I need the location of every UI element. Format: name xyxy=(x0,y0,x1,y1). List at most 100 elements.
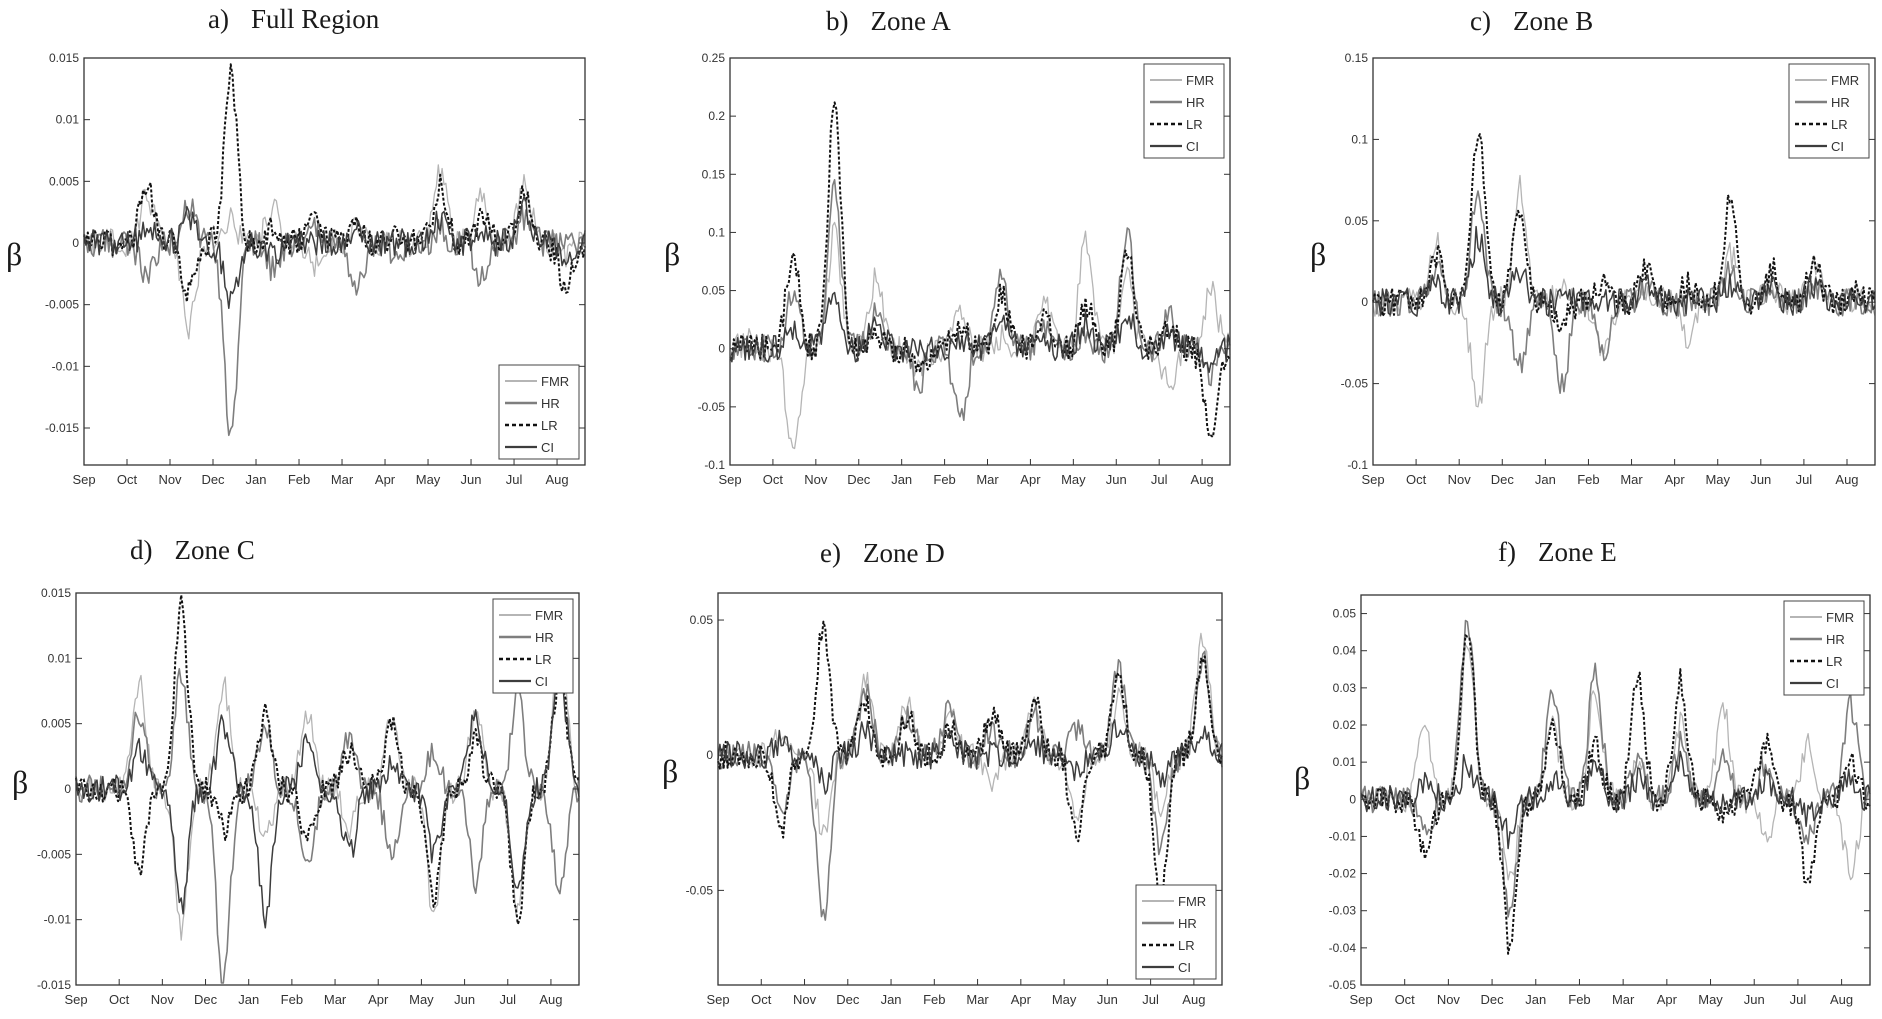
y-tick-label: 0.15 xyxy=(1345,51,1369,65)
panel-label: a) xyxy=(208,4,229,34)
panel-label: e) xyxy=(820,538,841,568)
y-tick-label: 0.005 xyxy=(49,174,79,188)
y-tick-label: -0.1 xyxy=(1347,458,1368,472)
legend-label-lr: LR xyxy=(1826,654,1843,669)
panel-title-text: Zone D xyxy=(862,538,945,568)
x-tick-label: Feb xyxy=(933,472,955,487)
series-line-lr xyxy=(83,63,586,303)
series-line-hr xyxy=(1372,190,1876,394)
legend-label-lr: LR xyxy=(535,652,552,667)
legend-label-fmr: FMR xyxy=(1831,73,1859,88)
x-tick-label: Sep xyxy=(718,472,741,487)
x-tick-label: May xyxy=(409,992,434,1007)
x-tick-label: Apr xyxy=(1657,992,1678,1007)
x-tick-label: Oct xyxy=(1406,472,1427,487)
x-tick-label: Aug xyxy=(1191,472,1214,487)
series-group xyxy=(717,620,1223,921)
y-tick-label: 0.005 xyxy=(41,717,71,731)
legend: FMR HR LR CI xyxy=(1788,63,1870,159)
y-tick-label: -0.01 xyxy=(44,913,72,927)
x-tick-label: Jan xyxy=(246,472,267,487)
panel-title-text: Zone A xyxy=(870,6,951,36)
y-tick-label: -0.005 xyxy=(37,847,71,861)
x-tick-label: Nov xyxy=(151,992,175,1007)
panel-label: d) xyxy=(130,535,153,565)
y-tick-label: 0 xyxy=(72,236,79,250)
chart-d: -0.015 -0.01 -0.005 0 0.005 0.01 0.015 Sep Oct No… xyxy=(37,586,580,1007)
y-tick-label: 0.015 xyxy=(49,51,79,65)
y-tick-label: -0.05 xyxy=(698,400,726,414)
panel-title: b) Zone A xyxy=(826,6,951,37)
y-tick-label: -0.015 xyxy=(37,978,71,992)
y-axis-label: β xyxy=(6,236,23,272)
chart-c: -0.1 -0.05 0 0.05 0.1 0.15 Sep Oct Nov Dec Jan Feb M… xyxy=(1341,51,1876,487)
legend-label-fmr: FMR xyxy=(541,374,569,389)
x-tick-label: Feb xyxy=(281,992,303,1007)
panel-title: a) Full Region xyxy=(208,4,379,35)
y-tick-label: 0.25 xyxy=(702,51,726,65)
legend-label-ci: CI xyxy=(1186,139,1199,154)
plot-frame xyxy=(729,57,1231,466)
chart-b: -0.1 -0.05 0 0.05 0.1 0.15 0.2 0.25 Sep Oct Nov Dec… xyxy=(698,51,1231,487)
y-axis-label: β xyxy=(662,753,679,789)
panel-title: d) Zone C xyxy=(130,535,255,566)
panel-title-text: Full Region xyxy=(250,4,380,34)
y-tick-label: 0.1 xyxy=(708,225,725,239)
x-tick-label: Aug xyxy=(539,992,562,1007)
x-tick-label: Mar xyxy=(1612,992,1635,1007)
y-axis-label: β xyxy=(664,236,681,272)
legend-label-hr: HR xyxy=(541,396,560,411)
legend-label-ci: CI xyxy=(1831,139,1844,154)
panel-label: f) xyxy=(1498,537,1516,567)
x-tick-label: Jul xyxy=(506,472,523,487)
legend-label-lr: LR xyxy=(541,418,558,433)
series-line-hr xyxy=(729,179,1231,421)
legend-label-hr: HR xyxy=(1178,916,1197,931)
x-tick-label: Aug xyxy=(1830,992,1853,1007)
legend-label-hr: HR xyxy=(1831,95,1850,110)
x-tick-label: Oct xyxy=(1395,992,1416,1007)
x-tick-label: May xyxy=(1698,992,1723,1007)
y-axis-label: β xyxy=(1294,760,1311,796)
x-tick-label: Mar xyxy=(976,472,999,487)
x-tick-label: Sep xyxy=(1349,992,1372,1007)
legend-label-lr: LR xyxy=(1831,117,1848,132)
series-group xyxy=(1360,619,1871,955)
legend-label-fmr: FMR xyxy=(1826,610,1854,625)
x-tick-label: Jun xyxy=(454,992,475,1007)
x-tick-label: Aug xyxy=(1182,992,1205,1007)
chart-e: -0.05 0 0.05 Sep Oct Nov Dec Jan Feb Mar Apr May Jun… xyxy=(686,592,1223,1007)
x-tick-label: Jun xyxy=(1750,472,1771,487)
chart-f: -0.05 -0.04 -0.03 -0.02 -0.01 0 0.01 0.02 0.03 0.… xyxy=(1329,594,1871,1007)
x-tick-label: Jul xyxy=(1151,472,1168,487)
series-line-ci xyxy=(717,719,1223,795)
x-tick-label: Apr xyxy=(368,992,389,1007)
x-tick-label: Dec xyxy=(194,992,218,1007)
y-tick-label: -0.02 xyxy=(1329,867,1357,881)
series-group xyxy=(83,63,586,437)
x-tick-label: May xyxy=(1052,992,1077,1007)
panel-title: c) Zone B xyxy=(1470,6,1593,37)
y-tick-label: -0.05 xyxy=(1329,978,1357,992)
x-tick-label: Jan xyxy=(881,992,902,1007)
legend-label-hr: HR xyxy=(1186,95,1205,110)
x-tick-label: Jul xyxy=(1142,992,1159,1007)
series-group xyxy=(729,101,1231,450)
y-tick-label: 0.03 xyxy=(1333,681,1357,695)
x-tick-label: Feb xyxy=(1577,472,1599,487)
x-tick-label: Jan xyxy=(238,992,259,1007)
x-tick-label: Aug xyxy=(1835,472,1858,487)
x-tick-label: May xyxy=(1061,472,1086,487)
x-tick-label: Dec xyxy=(1481,992,1505,1007)
legend-label-hr: HR xyxy=(1826,632,1845,647)
x-tick-label: Oct xyxy=(763,472,784,487)
x-tick-label: Mar xyxy=(966,992,989,1007)
x-tick-label: Dec xyxy=(847,472,871,487)
y-tick-label: 0 xyxy=(718,342,725,356)
plot-frame xyxy=(1372,57,1876,466)
y-tick-label: 0.05 xyxy=(690,613,714,627)
y-tick-label: -0.015 xyxy=(45,421,79,435)
plot-frame xyxy=(1360,594,1871,986)
x-tick-label: Nov xyxy=(1437,992,1461,1007)
x-tick-label: May xyxy=(1705,472,1730,487)
